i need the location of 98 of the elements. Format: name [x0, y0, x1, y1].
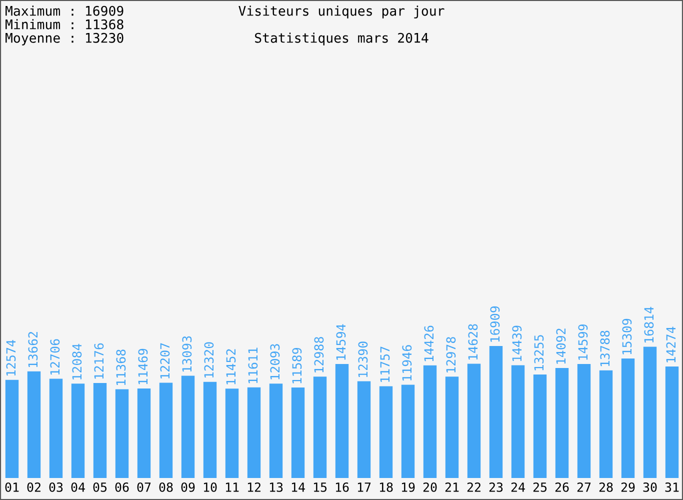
- data-label: 14599: [578, 324, 588, 360]
- x-tick-label: 30: [643, 482, 657, 492]
- bar: [93, 382, 107, 478]
- data-label: 12574: [6, 340, 16, 376]
- bar: [489, 346, 503, 478]
- data-label: 14092: [556, 328, 566, 364]
- bar: [577, 364, 591, 478]
- data-label: 16909: [490, 306, 500, 342]
- x-tick-label: 25: [533, 482, 547, 492]
- data-label: 16814: [644, 306, 654, 342]
- data-label: 12176: [94, 343, 104, 379]
- x-tick-label: 28: [599, 482, 613, 492]
- x-tick-label: 14: [292, 482, 305, 492]
- data-label: 12988: [314, 336, 324, 372]
- data-label: 14594: [336, 324, 346, 360]
- text: Maximum : 16909: [6, 6, 124, 16]
- data-label: 14426: [424, 326, 434, 362]
- data-label: 14274: [666, 326, 676, 362]
- data-label: 12706: [50, 339, 60, 375]
- x-tick-label: 16: [336, 482, 349, 492]
- bar: [665, 366, 679, 478]
- data-label: 14628: [468, 324, 478, 360]
- x-tick-label: 22: [467, 482, 480, 492]
- text: Moyenne : 13230: [6, 32, 124, 46]
- bar: [401, 384, 415, 478]
- x-tick-label: 06: [115, 482, 129, 492]
- x-tick-label: 17: [358, 482, 371, 492]
- bar: [71, 384, 85, 478]
- x-tick-label: 01: [5, 482, 19, 492]
- chart-subtitle: Statistiques mars 2014: [255, 32, 428, 46]
- bar: [225, 388, 239, 478]
- data-label: 12207: [160, 343, 170, 378]
- data-label: 13093: [182, 336, 192, 372]
- x-tick-label: 11: [226, 482, 239, 492]
- data-label: 13788: [600, 330, 610, 366]
- data-label: 11368: [116, 350, 126, 385]
- x-tick-label: 29: [621, 482, 635, 492]
- x-tick-label: 15: [314, 482, 327, 492]
- data-label: 11757: [380, 346, 390, 382]
- bar: [5, 380, 19, 478]
- chart-title: Visiteurs uniques par jour: [238, 6, 444, 18]
- data-label: 12084: [72, 344, 82, 380]
- x-tick-label: 03: [49, 482, 63, 492]
- bar: [159, 382, 173, 478]
- bar: [27, 371, 41, 478]
- data-label: 14439: [512, 326, 522, 361]
- x-tick-label: 04: [71, 482, 85, 492]
- bar: [137, 388, 151, 478]
- x-tick-label: 21: [445, 482, 459, 492]
- x-tick-label: 13: [270, 482, 283, 492]
- data-label: 12320: [204, 342, 214, 378]
- x-tick-label: 02: [27, 482, 40, 492]
- data-label: 12093: [270, 344, 280, 380]
- x-tick-label: 05: [93, 482, 107, 492]
- data-label: 11469: [138, 348, 148, 384]
- x-tick-label: 10: [204, 482, 217, 492]
- bar: [599, 370, 613, 478]
- bar: [643, 346, 657, 478]
- bar: [247, 387, 261, 478]
- bar: [357, 381, 371, 478]
- bar: [533, 374, 547, 478]
- bar: [467, 364, 481, 478]
- x-tick-label: 09: [181, 482, 195, 492]
- bar: [269, 384, 283, 478]
- x-tick-label: 31: [665, 482, 679, 492]
- x-tick-label: 27: [577, 482, 591, 492]
- bar: [555, 368, 569, 478]
- x-tick-label: 12: [248, 482, 260, 492]
- bar: [181, 376, 195, 478]
- x-tick-label: 19: [402, 482, 415, 492]
- bar: [335, 364, 349, 478]
- x-tick-label: 23: [489, 482, 503, 492]
- x-tick-label: 24: [511, 482, 525, 492]
- text: Minimum : 11368: [6, 19, 124, 30]
- data-label: 13255: [534, 335, 544, 370]
- x-tick-label: 20: [423, 482, 437, 492]
- data-label: 11452: [226, 349, 236, 384]
- bar: [445, 376, 459, 478]
- bar: [115, 389, 129, 478]
- data-label: 12978: [446, 337, 456, 372]
- x-tick-label: 07: [137, 482, 151, 492]
- bar: [203, 382, 217, 478]
- x-tick-label: 26: [555, 482, 569, 492]
- bar: [313, 376, 327, 478]
- data-label: 11589: [292, 348, 302, 384]
- x-tick-label: 08: [159, 482, 173, 492]
- bar: [423, 365, 437, 478]
- data-label: 15309: [622, 318, 632, 354]
- data-label: 12390: [358, 342, 368, 377]
- bar: [621, 358, 635, 478]
- bar: [379, 386, 393, 478]
- bar: [511, 365, 525, 478]
- bar: [291, 388, 305, 478]
- data-label: 11611: [248, 348, 258, 384]
- bar: [49, 378, 63, 478]
- data-label: 13662: [28, 332, 38, 368]
- x-tick-label: 18: [380, 482, 393, 492]
- data-label: 11946: [402, 345, 412, 380]
